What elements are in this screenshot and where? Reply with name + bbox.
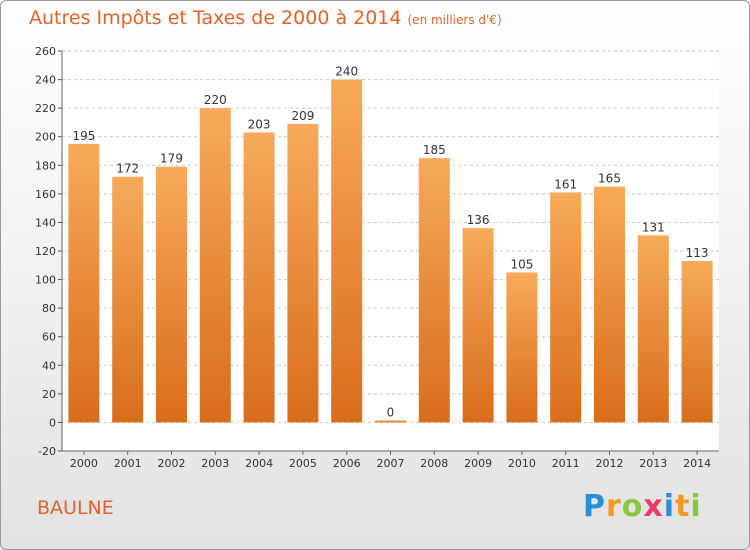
data-label: 209 [291, 109, 314, 123]
logo-letter: i [663, 489, 676, 524]
bar [199, 108, 231, 423]
y-tick-label: -20 [38, 445, 56, 458]
bar [243, 132, 275, 423]
bar [331, 79, 363, 423]
y-tick-label: 240 [35, 74, 56, 87]
x-tick-label: 2010 [508, 457, 536, 470]
data-label: 172 [116, 162, 139, 176]
bar [637, 235, 669, 423]
x-tick-label: 2002 [158, 457, 186, 470]
bar [287, 123, 319, 423]
y-tick-label: 160 [35, 188, 56, 201]
data-label: 240 [335, 65, 358, 79]
logo-letter: x [643, 489, 664, 524]
data-label: 185 [423, 143, 446, 157]
bar [550, 192, 582, 423]
data-label: 165 [598, 172, 621, 186]
y-tick-label: 220 [35, 102, 56, 115]
x-tick-label: 2006 [333, 457, 361, 470]
x-tick-label: 2011 [552, 457, 580, 470]
y-tick-label: 100 [35, 274, 56, 287]
x-tick-label: 2012 [596, 457, 624, 470]
data-label: 136 [467, 213, 490, 227]
data-label: 220 [204, 93, 227, 107]
location-label: BAULNE [37, 497, 114, 519]
x-tick-label: 2007 [377, 457, 405, 470]
data-label: 203 [248, 117, 271, 131]
y-tick-label: 80 [42, 302, 56, 315]
bar [462, 228, 494, 423]
data-label: 179 [160, 152, 183, 166]
logo-letter: o [621, 489, 644, 524]
chart-title: Autres Impôts et Taxes de 2000 à 2014 (en… [29, 7, 502, 29]
x-tick-label: 2001 [114, 457, 142, 470]
y-tick-label: 200 [35, 131, 56, 144]
data-label: 195 [72, 129, 95, 143]
logo-letter: r [606, 489, 622, 524]
x-tick-label: 2013 [639, 457, 667, 470]
bar [375, 420, 406, 423]
y-tick-label: 0 [49, 416, 56, 429]
y-tick-label: 260 [35, 45, 56, 58]
logo-letter: t [675, 489, 691, 524]
y-tick-label: 180 [35, 159, 56, 172]
logo-letter: P [583, 489, 606, 524]
chart-title-text: Autres Impôts et Taxes de 2000 à 2014 [29, 7, 402, 29]
chart-subtitle: (en milliers d'€) [407, 13, 502, 27]
x-tick-label: 2000 [70, 457, 98, 470]
bar [68, 143, 100, 423]
y-tick-label: 120 [35, 245, 56, 258]
data-label: 131 [642, 220, 665, 234]
bar [594, 186, 625, 423]
data-label: 105 [510, 257, 533, 271]
y-tick-label: 40 [42, 359, 56, 372]
bar [112, 176, 144, 423]
logo-letter: i [690, 489, 702, 524]
data-label: 0 [387, 405, 395, 419]
data-label: 113 [686, 246, 709, 260]
x-tick-label: 2003 [201, 457, 229, 470]
proxiti-logo: Proxiti [583, 489, 702, 524]
data-label: 161 [554, 177, 577, 191]
bar [506, 272, 538, 423]
x-tick-label: 2004 [245, 457, 273, 470]
bar [418, 158, 450, 423]
y-tick-label: 20 [42, 388, 56, 401]
x-tick-label: 2014 [683, 457, 711, 470]
x-tick-label: 2008 [420, 457, 448, 470]
bar [681, 261, 713, 423]
y-tick-label: 60 [42, 331, 56, 344]
x-tick-label: 2009 [464, 457, 492, 470]
bar [156, 166, 187, 423]
y-tick-label: 140 [35, 216, 56, 229]
x-tick-label: 2005 [289, 457, 317, 470]
